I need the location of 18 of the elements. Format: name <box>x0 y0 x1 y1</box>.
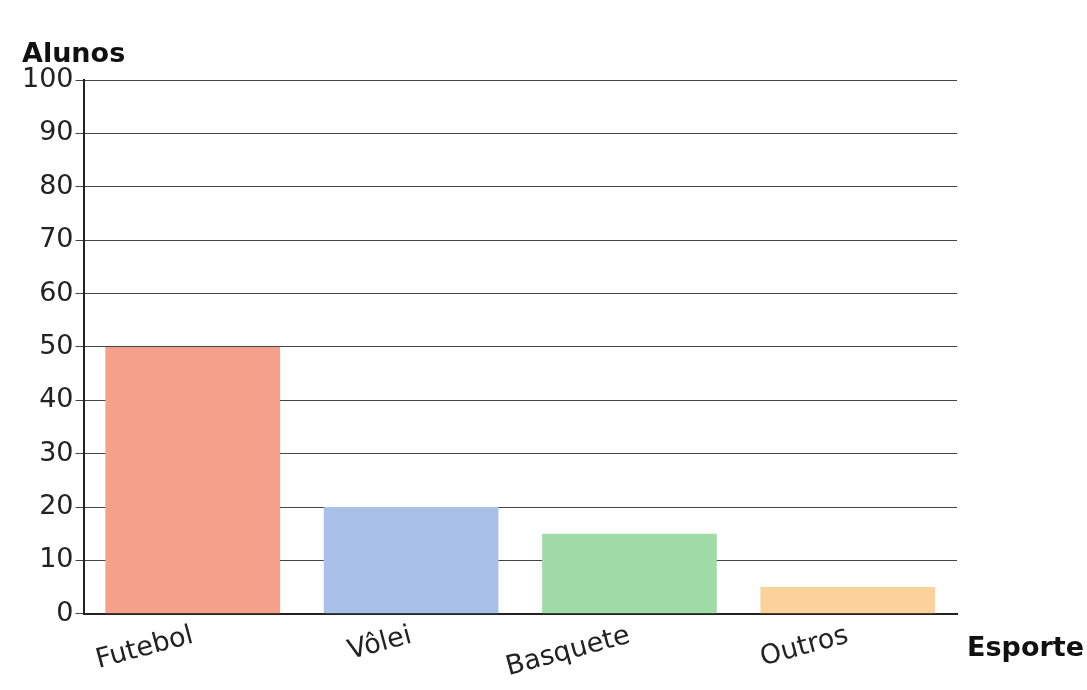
x-tick-label: Vôlei <box>344 618 415 665</box>
bar <box>105 346 281 614</box>
bar <box>542 533 717 614</box>
y-tick-label: 30 <box>39 435 74 467</box>
x-tick-label: Futebol <box>91 618 197 674</box>
y-tick-label: 20 <box>39 489 74 521</box>
y-tick-label: 70 <box>39 222 74 254</box>
y-tick-label: 60 <box>39 275 74 307</box>
y-tick-label: 50 <box>39 328 74 360</box>
y-tick-label: 40 <box>39 382 74 414</box>
y-tick-label: 0 <box>56 595 74 627</box>
bar <box>760 587 936 614</box>
bar <box>323 507 499 614</box>
y-tick-label: 90 <box>39 115 74 147</box>
y-tick-label: 80 <box>39 168 74 200</box>
y-tick-label: 10 <box>39 542 74 574</box>
x-tick-label: Outros <box>756 618 852 672</box>
x-axis-title: Esporte <box>967 631 1084 663</box>
